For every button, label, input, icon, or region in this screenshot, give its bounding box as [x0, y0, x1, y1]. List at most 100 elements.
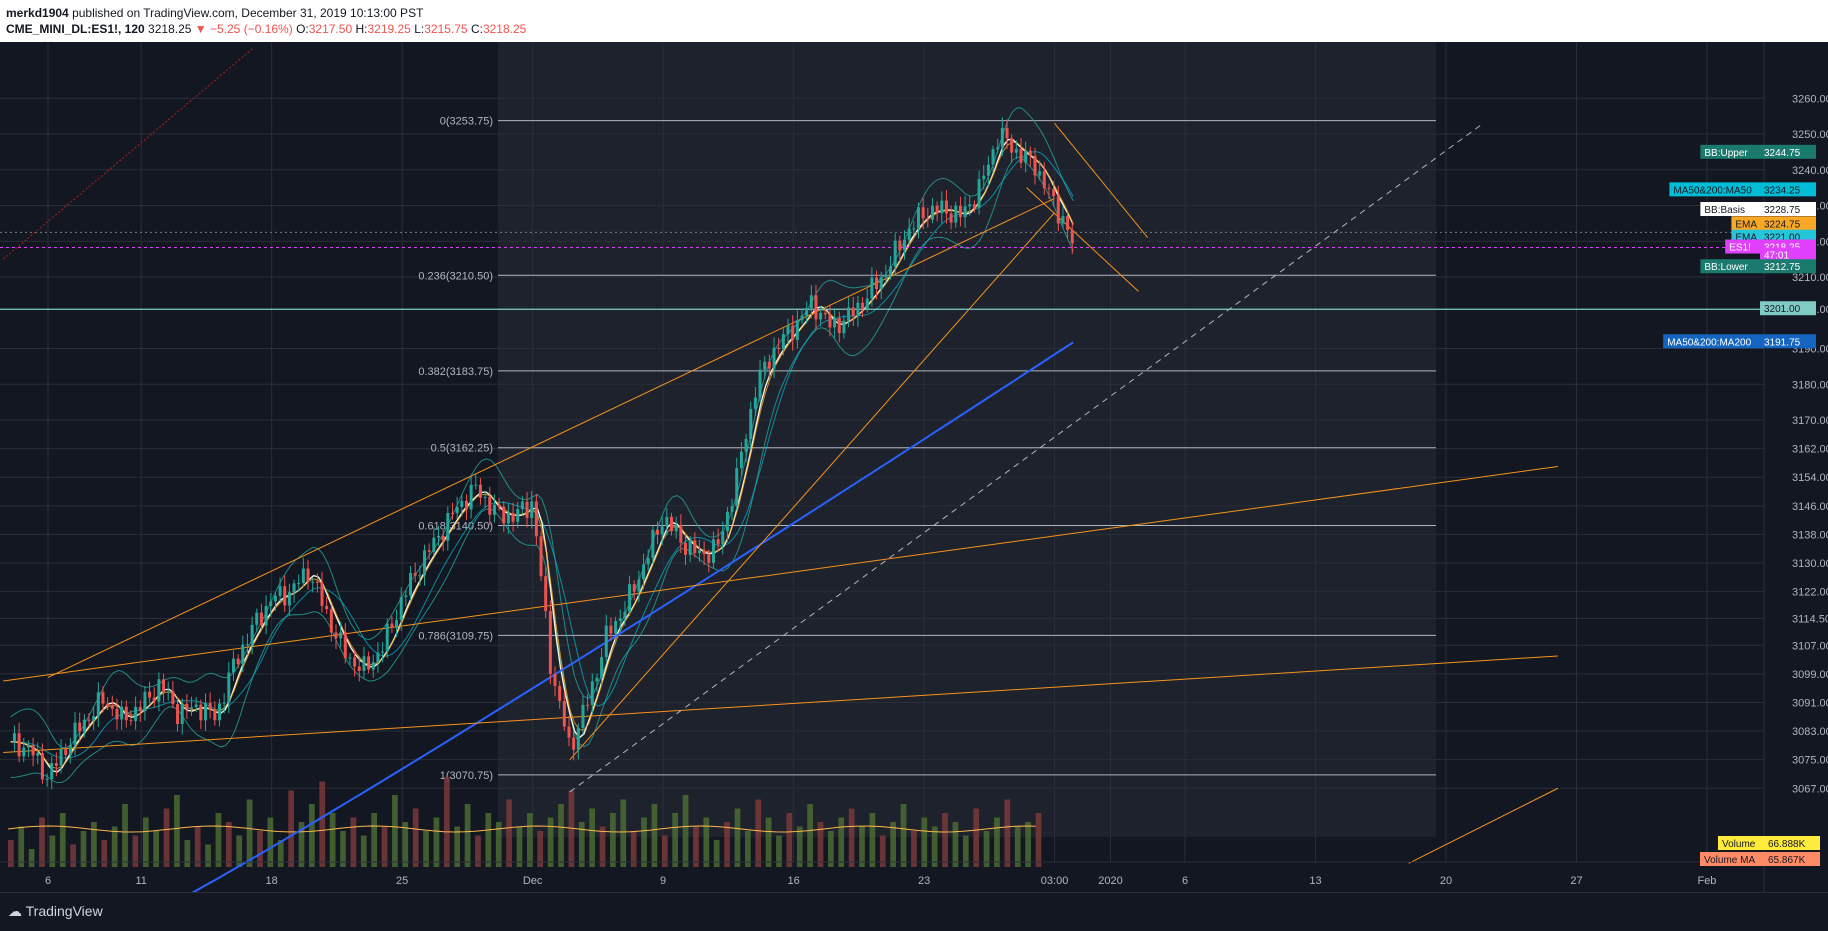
fibonacci-retracement[interactable]: 0(3253.75) 0.236(3210.50) 0.382(3183.75) 0.…	[418, 116, 1436, 782]
candle-body	[628, 584, 632, 612]
volume-ma-label-tag	[1700, 852, 1764, 866]
candle-body	[348, 657, 352, 659]
candle-body	[437, 535, 441, 538]
candle-body	[697, 550, 701, 553]
volume-bar	[765, 817, 772, 867]
candle-body	[930, 205, 934, 220]
author-name[interactable]: merkd1904	[6, 6, 69, 20]
price-label-tag	[1700, 144, 1760, 159]
candle-body	[385, 623, 389, 652]
lower-channel-line	[3, 655, 1558, 754]
price-label-value-box	[1760, 182, 1816, 197]
candle-body	[297, 583, 301, 585]
volume-bar	[111, 826, 118, 867]
fib-level-label: 0.5(3162.25)	[431, 443, 493, 455]
candle-body	[702, 550, 706, 555]
candle-body	[837, 318, 841, 334]
candle-body	[208, 702, 212, 710]
mid-channel-line	[3, 466, 1558, 682]
tradingview-logo[interactable]: ☁ TradingView	[8, 903, 103, 920]
volume-ma-line	[7, 825, 1036, 833]
candle-body	[241, 644, 245, 665]
volume-bar	[28, 849, 35, 867]
candle-body	[553, 673, 557, 686]
price-tick-label: 3154.00	[1792, 472, 1828, 484]
volume-bar	[962, 835, 969, 867]
price-label-value-box	[1760, 144, 1816, 159]
candle-body	[534, 501, 538, 537]
candle-body	[134, 706, 138, 721]
candle-body	[679, 524, 683, 543]
price-tick-label: 3067.00	[1792, 783, 1828, 795]
price-tick-label: 3099.00	[1792, 669, 1828, 681]
candle-body	[320, 582, 324, 606]
volume-bar	[423, 831, 429, 867]
volume-bar	[682, 795, 689, 867]
time-axis[interactable]: 6 11 18 25 Dec 9 16 23 03:00 2020 6 13 20 27 Feb	[0, 861, 1764, 887]
candle-body	[777, 347, 781, 349]
rising-support-line	[569, 212, 1055, 760]
session-highlight	[498, 42, 1436, 837]
candle-body	[632, 584, 636, 592]
candle-body	[609, 625, 613, 634]
candle-body	[194, 704, 198, 708]
candle-body	[1014, 148, 1018, 153]
volume-bar	[931, 826, 938, 867]
candle-body	[1033, 155, 1037, 176]
price-label-value: 3244.75	[1764, 148, 1801, 159]
price-label-tag	[1669, 182, 1760, 197]
candles	[12, 117, 1074, 790]
candle-body	[339, 632, 343, 639]
volume-bar	[817, 822, 824, 867]
volume-bar	[942, 813, 948, 867]
volume-bar	[1035, 813, 1042, 867]
candle-body	[269, 601, 273, 607]
candle-body	[50, 763, 54, 779]
time-tick-label: 20	[1440, 875, 1452, 887]
price-tick-label: 3146.00	[1792, 501, 1828, 513]
candle-body	[399, 597, 403, 621]
candle-body	[637, 579, 641, 592]
candle-body	[190, 707, 194, 709]
volume-bar	[39, 817, 45, 867]
volume-bar	[506, 799, 512, 867]
fib-level-label: 0.382(3183.75)	[418, 366, 493, 378]
volume-bar	[70, 844, 76, 867]
candle-body	[236, 658, 240, 665]
open-value: 3217.50	[308, 22, 353, 36]
candle-body	[558, 685, 562, 702]
volume-bar	[319, 781, 326, 867]
volume-bar	[900, 804, 907, 867]
candle-body	[106, 703, 110, 706]
chart-header: merkd1904 published on TradingView.com, …	[0, 0, 1828, 42]
candle-body	[735, 468, 739, 507]
price-tick-label: 3240.00	[1792, 165, 1828, 177]
candle-body	[511, 513, 515, 522]
volume-bar	[246, 799, 253, 867]
price-tick-label: 3250.00	[1792, 129, 1828, 141]
volume-bar	[568, 790, 575, 867]
candle-body	[954, 205, 958, 223]
candle-body	[739, 451, 743, 469]
volume-bar	[495, 822, 502, 867]
trend-lines[interactable]	[0, 47, 1764, 864]
volume-bar	[641, 817, 647, 867]
volume-bar	[475, 835, 481, 867]
candle-body	[185, 703, 189, 709]
volume-bar	[18, 826, 25, 867]
candle-body	[562, 701, 566, 727]
candle-body	[567, 726, 571, 738]
grid-lines	[0, 42, 1764, 862]
volume-bar	[257, 831, 263, 867]
candle-body	[492, 504, 496, 515]
volume-bar	[713, 840, 720, 867]
volume-bar	[672, 813, 679, 867]
ma200-line	[191, 341, 1074, 892]
fib-level-label: 0.786(3109.75)	[418, 630, 493, 642]
candle-body	[800, 315, 804, 321]
symbol-name[interactable]: CME_MINI_DL:ES1!, 120	[6, 22, 145, 36]
volume-bar	[329, 813, 336, 867]
time-tick-label: 11	[135, 875, 146, 887]
candle-body	[861, 302, 865, 309]
price-chart[interactable]: 0(3253.75) 0.236(3210.50) 0.382(3183.75) 0.…	[0, 42, 1828, 892]
